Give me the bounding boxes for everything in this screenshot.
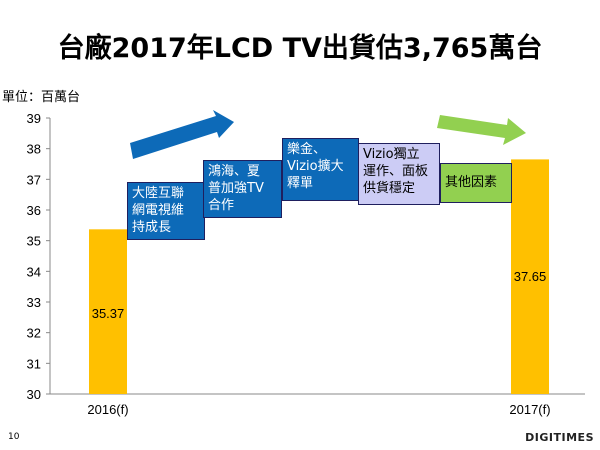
arrows [130, 110, 526, 159]
y-tick-label: 35 [27, 234, 41, 249]
factor-box-lg-vizio-orders: 樂金、 Vizio擴大 釋單 [282, 138, 359, 201]
y-tick-label: 39 [27, 111, 41, 126]
blue-arrow-icon [130, 110, 234, 159]
factor-box-china-internet-tv: 大陸互聯 網電視維 持成長 [127, 182, 205, 240]
digitimes-logo: DIGITIMES [525, 431, 594, 444]
factor-box-vizio-panel-supply: Vizio獨立 運作、面板 供貨穩定 [358, 143, 440, 205]
y-tick-label: 38 [27, 142, 41, 157]
data-label-1: 37.65 [514, 269, 547, 284]
y-axis: 30 31 32 33 34 35 36 37 38 39 [27, 111, 51, 402]
bars: 35.37 37.65 [89, 159, 549, 394]
y-tick-label: 30 [27, 387, 41, 402]
factor-box-foxconn-sharp: 鴻海、夏 普加強TV 合作 [203, 160, 282, 218]
y-tick-label: 31 [27, 356, 41, 371]
x-tick-label-1: 2017(f) [509, 402, 550, 417]
bar-1 [511, 159, 549, 394]
y-tick-label: 33 [27, 295, 41, 310]
page-number: 10 [8, 432, 20, 442]
y-tick-label: 36 [27, 203, 41, 218]
chart-title: 台廠2017年LCD TV出貨估3,765萬台 [57, 33, 543, 64]
y-tick-label: 34 [27, 264, 41, 279]
y-tick-label: 37 [27, 172, 41, 187]
data-label-0: 35.37 [92, 306, 125, 321]
factor-box-other-factors: 其他因素 [440, 163, 512, 203]
green-arrow-icon [437, 115, 526, 145]
y-tick-label: 32 [27, 326, 41, 341]
bar-0 [89, 229, 127, 394]
unit-label: 單位：百萬台 [2, 90, 81, 105]
x-axis: 2016(f) 2017(f) [50, 393, 585, 417]
x-tick-label-0: 2016(f) [87, 402, 128, 417]
